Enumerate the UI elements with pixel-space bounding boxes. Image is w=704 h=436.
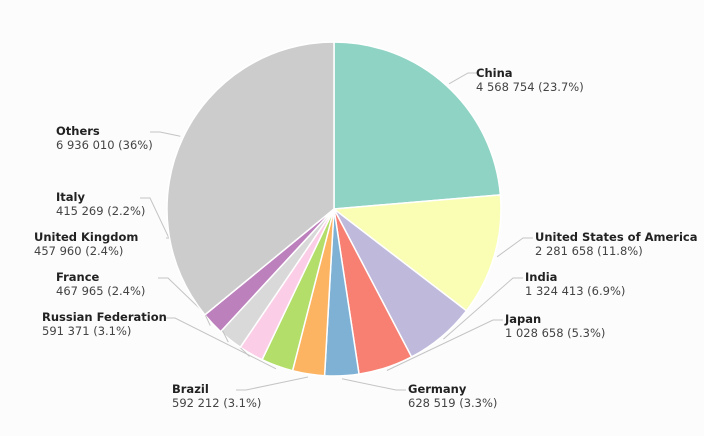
slice-label: India 1 324 413 (6.9%) <box>525 270 625 298</box>
slice-label-value: 2 281 658 (11.8%) <box>535 244 643 258</box>
slice-label-name: United States of America <box>535 230 698 244</box>
pie-slice-others <box>166 41 335 316</box>
slice-label: Germany 628 519 (3.3%) <box>408 382 497 410</box>
leader-line <box>165 317 277 370</box>
slice-label: United Kingdom 457 960 (2.4%) <box>34 230 138 258</box>
slice-label-name: Brazil <box>172 382 209 396</box>
slice-label-value: 457 960 (2.4%) <box>34 244 124 258</box>
leader-line <box>236 376 309 391</box>
leader-line <box>150 131 181 137</box>
leader-line <box>496 237 533 258</box>
leader-line <box>341 378 406 391</box>
slice-label-name: China <box>476 66 513 80</box>
pie-slice-united-states-of-america <box>332 194 502 312</box>
slice-label: China 4 568 754 (23.7%) <box>476 66 584 94</box>
slice-label: United States of America 2 281 658 (11.8%… <box>535 230 697 258</box>
slice-label-name: Italy <box>56 190 85 204</box>
pie-slice-china <box>333 41 502 210</box>
slice-label-value: 591 371 (3.1%) <box>42 324 132 338</box>
slice-label: Japan 1 028 658 (5.3%) <box>505 312 605 340</box>
slice-label-value: 1 028 658 (5.3%) <box>505 326 606 340</box>
slice-label-value: 628 519 (3.3%) <box>408 396 498 410</box>
slice-label-value: 592 212 (3.1%) <box>172 396 262 410</box>
slice-label-name: India <box>525 270 558 284</box>
slice-label-value: 467 965 (2.4%) <box>56 284 146 298</box>
slice-label-name: Germany <box>408 382 467 396</box>
leader-line <box>386 319 503 371</box>
slice-label: Brazil 592 212 (3.1%) <box>172 382 261 410</box>
slice-label: Russian Federation 591 371 (3.1%) <box>42 310 167 338</box>
slice-label-name: Japan <box>505 312 542 326</box>
slice-label-name: France <box>56 270 100 284</box>
slice-label-name: Others <box>56 124 100 138</box>
slice-label: France 467 965 (2.4%) <box>56 270 145 298</box>
leader-line <box>443 277 523 340</box>
slice-label-name: United Kingdom <box>34 230 139 244</box>
slice-label: Italy 415 269 (2.2%) <box>56 190 145 218</box>
slice-label-value: 6 936 010 (36%) <box>56 138 153 152</box>
slice-label-value: 4 568 754 (23.7%) <box>476 80 584 94</box>
leader-line <box>448 72 478 85</box>
slice-label: Others 6 936 010 (36%) <box>56 124 153 152</box>
slice-label-name: Russian Federation <box>42 310 167 324</box>
slice-label-value: 1 324 413 (6.9%) <box>525 284 626 298</box>
slice-label-value: 415 269 (2.2%) <box>56 204 146 218</box>
